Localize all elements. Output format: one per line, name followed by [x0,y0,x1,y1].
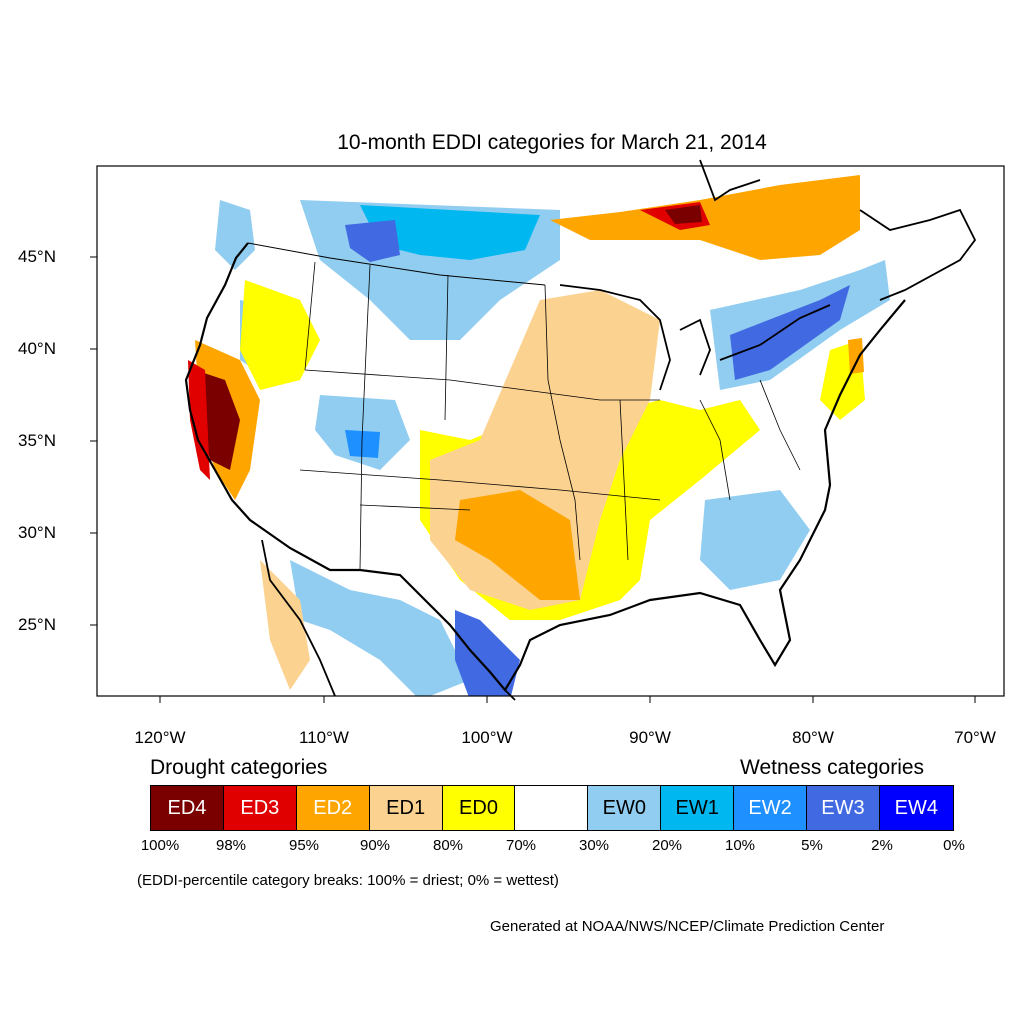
map-title: 10-month EDDI categories for March 21, 2… [337,131,767,154]
category-fill [185,175,890,696]
dry-ed1-southwest [260,560,310,690]
lon-label-110: 110°W [299,728,349,747]
wet-rockies-core [345,430,380,458]
break-label-70: 70% [505,837,537,854]
map-frame [96,165,1005,697]
wet-texas-coast [455,610,520,696]
legend-cell-ew3: EW3 [807,786,880,830]
legend-cell-ed0: ED0 [442,786,516,830]
wet-west-texas [290,560,470,696]
lat-label-45: 45°N [18,247,56,266]
legend-cell-ed1: ED1 [369,786,443,830]
break-label-95: 95% [288,837,320,854]
dry-ed0-great-basin [240,280,320,390]
break-label-20: 20% [651,837,683,854]
dry-ed4-ontario [665,205,702,224]
break-label-30: 30% [578,837,610,854]
lon-label-70: 70°W [954,728,996,747]
us-canada-border [247,242,546,286]
axis-ticks [90,256,976,703]
wetness-heading: Wetness categories [740,756,925,779]
legend-cell-ew4: EW4 [879,786,953,830]
legend-note: (EDDI-percentile category breaks: 100% =… [137,872,559,889]
legend-cell-ed4: ED4 [151,786,224,830]
state-lines [299,261,801,571]
legend-cell-ew2: EW2 [734,786,808,830]
great-lakes-outline [559,284,831,391]
credit-line: Generated at NOAA/NWS/NCEP/Climate Predi… [490,918,885,935]
break-label-2: 2% [871,837,893,854]
break-label-0: 0% [943,837,965,854]
legend-cell-ed3: ED3 [223,786,297,830]
legend-cell-ed2: ED2 [296,786,370,830]
lat-label-25: 25°N [18,615,56,634]
legend-cell-ew1: EW1 [661,786,735,830]
lon-label-80: 80°W [792,728,834,747]
lon-label-120: 120°W [134,728,186,747]
coastlines-and-boundaries [184,159,977,701]
break-label-90: 90% [359,837,391,854]
break-label-80: 80% [432,837,464,854]
break-label-100: 100% [140,837,180,854]
legend-color-bar: ED4 ED3 ED2 ED1 ED0 EW0 EW1 EW2 EW3 EW4 [150,785,954,831]
lat-label-35: 35°N [18,431,56,450]
wet-n-plains-core [360,205,540,260]
wet-southeast [700,490,810,590]
break-label-10: 10% [724,837,756,854]
mexico-coast [261,539,516,701]
drought-heading: Drought categories [150,756,328,779]
canada-coast [699,159,977,301]
wet-nw-coast [215,200,255,270]
dry-ed2-south-plains [455,490,580,600]
lat-label-40: 40°N [18,339,56,358]
dry-ed2-new-england [848,338,864,374]
lon-label-90: 90°W [629,728,671,747]
legend-cell-normal [515,786,589,830]
break-label-98: 98% [215,837,247,854]
legend-cell-ew0: EW0 [588,786,662,830]
lon-label-100: 100°W [461,728,513,747]
wet-n-plains-deep [345,220,400,262]
lat-label-30: 30°N [18,523,56,542]
break-label-5: 5% [801,837,823,854]
